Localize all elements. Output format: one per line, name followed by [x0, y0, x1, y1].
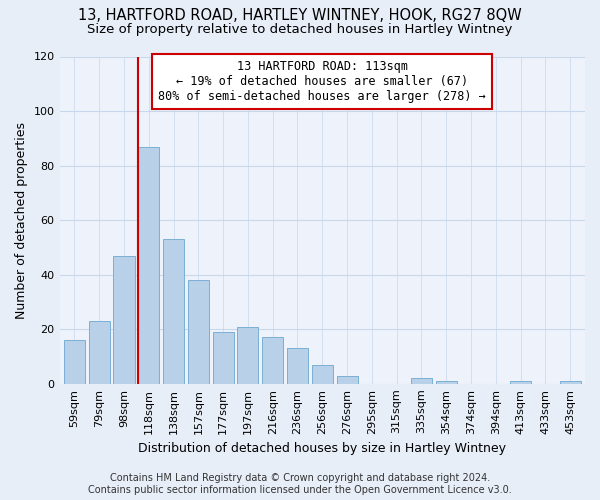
Bar	[436, 381, 457, 384]
Bar	[312, 364, 333, 384]
Bar	[411, 378, 432, 384]
Y-axis label: Number of detached properties: Number of detached properties	[15, 122, 28, 318]
Text: 13, HARTFORD ROAD, HARTLEY WINTNEY, HOOK, RG27 8QW: 13, HARTFORD ROAD, HARTLEY WINTNEY, HOOK…	[78, 8, 522, 22]
Bar	[188, 280, 209, 384]
Bar	[560, 381, 581, 384]
Bar	[287, 348, 308, 384]
Bar	[89, 321, 110, 384]
Text: Size of property relative to detached houses in Hartley Wintney: Size of property relative to detached ho…	[88, 22, 512, 36]
Bar	[510, 381, 531, 384]
Bar	[262, 338, 283, 384]
Bar	[138, 146, 160, 384]
Bar	[337, 376, 358, 384]
Text: Contains HM Land Registry data © Crown copyright and database right 2024.
Contai: Contains HM Land Registry data © Crown c…	[88, 474, 512, 495]
Text: 13 HARTFORD ROAD: 113sqm
← 19% of detached houses are smaller (67)
80% of semi-d: 13 HARTFORD ROAD: 113sqm ← 19% of detach…	[158, 60, 486, 103]
X-axis label: Distribution of detached houses by size in Hartley Wintney: Distribution of detached houses by size …	[138, 442, 506, 455]
Bar	[212, 332, 233, 384]
Bar	[113, 256, 134, 384]
Bar	[163, 239, 184, 384]
Bar	[238, 326, 259, 384]
Bar	[64, 340, 85, 384]
